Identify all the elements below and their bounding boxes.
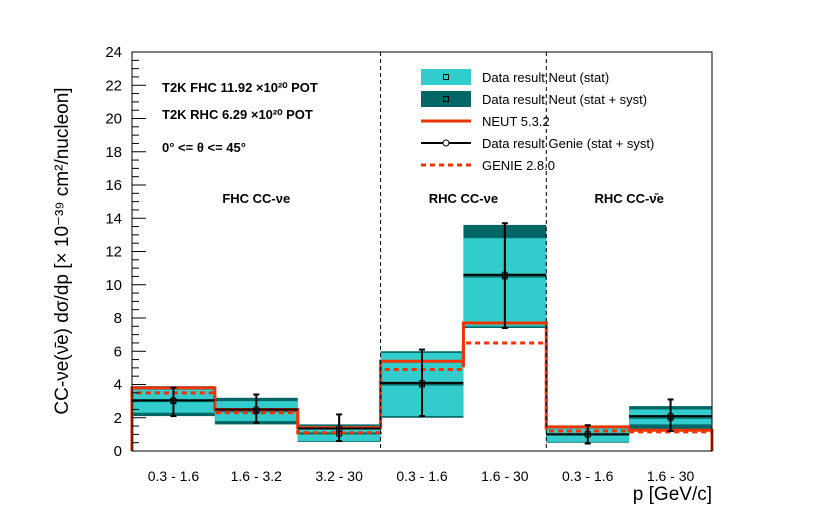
annotation-block: T2K FHC 11.92 ×10²⁰ POT T2K RHC 6.29 ×10… — [162, 80, 318, 155]
region-label: RHC CC-ν̄e — [594, 191, 663, 206]
neut-data-point — [253, 408, 260, 415]
y-tick-label: 8 — [114, 310, 122, 327]
neut-data-point — [170, 398, 177, 405]
x-tick-label: 1.6 - 30 — [481, 468, 529, 484]
x-axis-label: p [GeV/c] — [633, 484, 712, 505]
y-tick-label: 20 — [105, 111, 122, 128]
y-tick-label: 18 — [105, 144, 122, 161]
legend-marker-stat — [443, 74, 449, 80]
x-tick-label: 0.3 - 1.6 — [396, 468, 448, 484]
x-tick-label: 0.3 - 1.6 — [148, 468, 200, 484]
y-tick-label: 22 — [105, 77, 122, 94]
legend-marker-genie — [442, 139, 450, 147]
y-tick-label: 10 — [105, 277, 122, 294]
legend-label-syst: Data result Neut (stat + syst) — [482, 92, 647, 107]
annotation-rhc-pot: T2K RHC 6.29 ×10²⁰ POT — [162, 107, 313, 122]
x-tick-label: 1.6 - 3.2 — [231, 468, 283, 484]
neut-data-point — [419, 381, 425, 388]
annotation-angle: 0° <= θ <= 45° — [162, 140, 246, 155]
neut-data-point — [667, 414, 674, 421]
y-tick-label: 2 — [114, 410, 122, 427]
neut-data-point — [501, 273, 508, 280]
legend-label-genie_mc: GENIE 2.8.0 — [482, 158, 555, 173]
x-tick-label: 1.6 - 30 — [647, 468, 695, 484]
neut-data-point — [336, 430, 343, 437]
x-tick-label: 3.2 - 30 — [315, 468, 363, 484]
x-tick-label: 0.3 - 1.6 — [562, 468, 614, 484]
y-tick-label: 12 — [105, 244, 122, 261]
y-tick-label: 16 — [105, 177, 122, 194]
annotation-fhc-pot: T2K FHC 11.92 ×10²⁰ POT — [162, 80, 318, 95]
genie-data-point — [335, 425, 343, 433]
legend-marker-syst — [443, 96, 449, 102]
region-labels: FHC CC-νe RHC CC-νe RHC CC-ν̄e — [222, 191, 663, 206]
y-tick-label: 14 — [105, 210, 122, 227]
legend-swatch-syst — [421, 91, 471, 107]
legend: Data result Neut (stat) Data result Neut … — [421, 69, 654, 173]
y-tick-label: 24 — [105, 44, 122, 61]
region-label: RHC CC-νe — [429, 191, 498, 206]
legend-swatch-stat — [421, 69, 471, 85]
neut-data-point — [584, 431, 591, 438]
y-axis-label: CC-νe(ν̄e) dσ/dp [× 10⁻³⁹ cm²/nucleon] — [52, 87, 73, 414]
legend-label-stat: Data result Neut (stat) — [482, 70, 609, 85]
legend-label-genie: Data result Genie (stat + syst) — [482, 136, 654, 151]
y-tick-label: 0 — [114, 443, 122, 460]
region-label: FHC CC-νe — [222, 191, 290, 206]
plot-points — [132, 222, 712, 445]
y-tick-label: 6 — [114, 343, 122, 360]
legend-label-neut: NEUT 5.3.2 — [482, 114, 550, 129]
y-tick-label: 4 — [114, 377, 122, 394]
